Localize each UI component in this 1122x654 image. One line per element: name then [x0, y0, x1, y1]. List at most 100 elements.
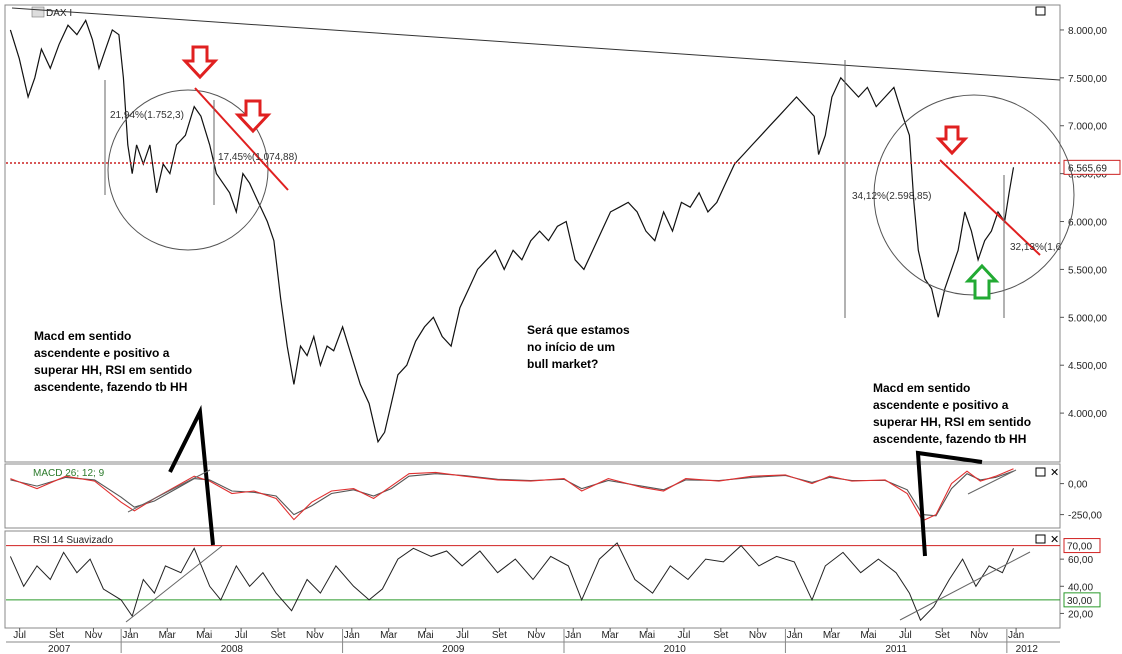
level-badge	[1063, 538, 1101, 554]
current-price-badge	[1063, 159, 1121, 175]
measure-label: 32,13%(1,6	[1010, 242, 1062, 253]
maximize-icon[interactable]	[1035, 534, 1046, 544]
x-tick-label: Jul	[678, 630, 691, 641]
x-tick-label: Jul	[456, 630, 469, 641]
annotation-line: ascendente e positivo a	[873, 398, 1009, 412]
price-layer: 8.000,00 7.500,00 7.000,00 6.500,00 6.000,00…	[9, 19, 1121, 444]
year-label: 2007	[48, 644, 71, 654]
annotation-left: Macd em sentido ascendente e positivo a …	[34, 329, 192, 394]
black-marker-line	[915, 450, 983, 557]
symbol-icon	[31, 6, 45, 18]
highlight-circle	[107, 89, 269, 251]
annotation-line: Será que estamos	[527, 323, 630, 337]
macd-signal-line	[10, 470, 1014, 517]
rsi-panel-title[interactable]: RSI 14 Suavizado	[33, 535, 113, 546]
y-tick-label: 40,00	[1068, 582, 1093, 593]
level-label: 30,00	[1067, 596, 1092, 607]
x-tick-label: Jul	[13, 630, 26, 641]
annotation-line: superar HH, RSI em sentido	[873, 415, 1031, 429]
x-tick-label: Jan	[787, 630, 803, 641]
annotation-line: Macd em sentido	[873, 381, 970, 395]
macd-trendline	[967, 469, 1017, 495]
x-tick-label: Mai	[418, 630, 434, 641]
x-tick-label: Mar	[602, 630, 620, 641]
measure-label: 34,12%(2.598,85)	[852, 191, 932, 202]
level-label: 70,00	[1067, 542, 1092, 553]
maximize-icon[interactable]	[1035, 6, 1046, 16]
price-series-line	[9, 19, 1015, 444]
annotation-center: Será que estamos no início de um bull ma…	[527, 323, 630, 371]
x-tick-label: Mar	[159, 630, 177, 641]
price-panel-header[interactable]: DAX I	[31, 6, 72, 19]
annotation-line: ascendente, fazendo tb HH	[873, 432, 1026, 446]
macd-panel	[4, 463, 1061, 529]
y-tick-label: 4.000,00	[1068, 409, 1107, 420]
drawings	[6, 7, 1075, 623]
current-price-label: 6.565,69	[1068, 163, 1107, 174]
y-tick-label: 6.000,00	[1068, 218, 1107, 229]
x-tick-label: Mai	[196, 630, 212, 641]
maximize-icon[interactable]	[1035, 467, 1046, 477]
y-tick-label: 5.500,00	[1068, 265, 1107, 276]
annotation-line: Macd em sentido	[34, 329, 131, 343]
y-tick-label: 60,00	[1068, 555, 1093, 566]
close-icon[interactable]: ✕	[1050, 466, 1059, 479]
x-tick-label: Jul	[235, 630, 248, 641]
x-tick-label: Jul	[899, 630, 912, 641]
x-tick-label: Jan	[565, 630, 581, 641]
y-tick-label: 8.000,00	[1068, 26, 1107, 37]
y-tick-label: 0,00	[1068, 480, 1088, 491]
macd-trendline	[127, 469, 211, 513]
x-tick-label: Set	[492, 630, 507, 641]
year-label: 2008	[221, 644, 244, 654]
red-trendline	[194, 87, 289, 191]
x-tick-label: Nov	[85, 630, 103, 641]
annotation-line: bull market?	[527, 357, 598, 371]
x-tick-label: Nov	[306, 630, 324, 641]
macd-layer: 0,00 -250,00	[10, 468, 1102, 522]
x-tick-label: Nov	[527, 630, 545, 641]
level-badge	[1063, 592, 1101, 608]
red-down-arrow-icon	[234, 99, 272, 134]
x-tick-label: Nov	[970, 630, 988, 641]
y-tick-label: 7.000,00	[1068, 122, 1107, 133]
x-tick-label: Jan	[1008, 630, 1024, 641]
red-down-arrow-icon	[935, 125, 969, 156]
price-panel	[4, 4, 1061, 463]
y-tick-label: 6.500,00	[1068, 170, 1107, 181]
annotation-line: superar HH, RSI em sentido	[34, 363, 192, 377]
red-trendline	[939, 159, 1041, 256]
rsi-trendline	[125, 545, 223, 623]
x-tick-label: Jan	[344, 630, 360, 641]
x-tick-label: Set	[49, 630, 64, 641]
black-marker-line	[168, 404, 215, 546]
year-label: 2011	[885, 644, 907, 654]
annotation-line: ascendente, fazendo tb HH	[34, 380, 187, 394]
year-label: 2012	[1016, 644, 1039, 654]
x-tick-label: Set	[270, 630, 285, 641]
x-tick-label: Mar	[823, 630, 841, 641]
rsi-line	[9, 542, 1014, 622]
y-tick-label: -250,00	[1068, 511, 1102, 522]
year-label: 2009	[442, 644, 465, 654]
x-tick-label: Nov	[749, 630, 767, 641]
x-tick-label: Mai	[639, 630, 655, 641]
y-tick-label: 4.500,00	[1068, 361, 1107, 372]
measure-label: 17,45%(1.074,88)	[218, 152, 298, 163]
x-tick-label: Set	[713, 630, 728, 641]
y-tick-label: 7.500,00	[1068, 74, 1107, 85]
x-tick-label: Mai	[860, 630, 876, 641]
year-label: 2010	[664, 644, 687, 654]
annotation-line: no início de um	[527, 340, 615, 354]
y-tick-label: 20,00	[1068, 609, 1093, 620]
x-tick-label: Jan	[122, 630, 138, 641]
macd-panel-title[interactable]: MACD 26; 12; 9	[33, 468, 105, 479]
y-tick-label: 5.000,00	[1068, 313, 1107, 324]
annotation-right: Macd em sentido ascendente e positivo a …	[873, 381, 1031, 446]
close-icon[interactable]: ✕	[1050, 533, 1059, 546]
rsi-layer: 60,00 40,00 20,00 70,00 30,00	[6, 538, 1101, 622]
annotation-line: ascendente e positivo a	[34, 346, 170, 360]
x-tick-label: Mar	[380, 630, 398, 641]
x-axis: Jul Set Nov Jan Mar Mai Jul Set Nov Jan Mar Mai Jul S…	[6, 628, 1060, 654]
